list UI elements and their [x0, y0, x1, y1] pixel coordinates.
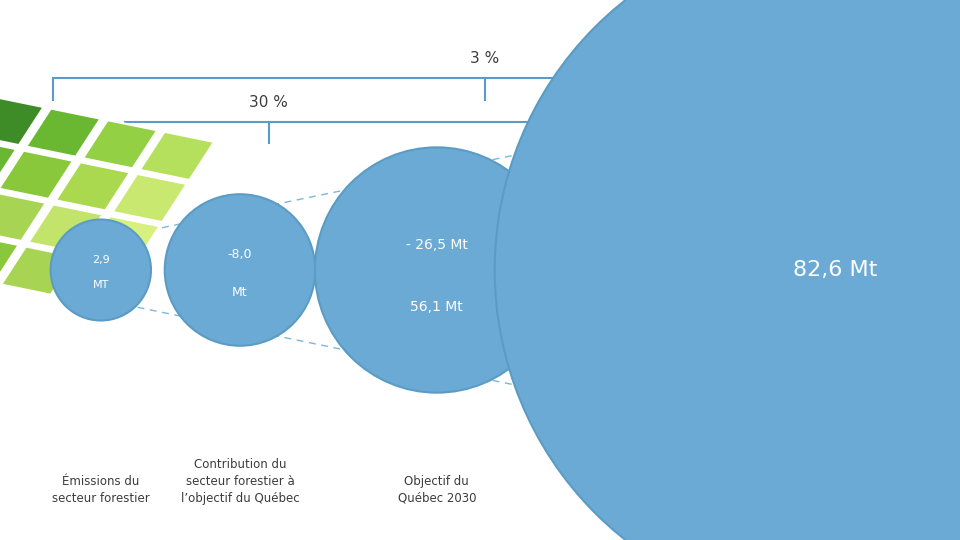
Bar — [112, 174, 187, 222]
Text: 30 %: 30 % — [250, 94, 288, 110]
Text: - 26,5 Mt: - 26,5 Mt — [406, 239, 468, 253]
Text: Objectif du
Québec 2030: Objectif du Québec 2030 — [397, 475, 476, 505]
Bar — [0, 193, 46, 241]
Bar — [0, 151, 73, 199]
Ellipse shape — [494, 0, 960, 540]
Bar — [1, 246, 76, 295]
Bar — [85, 216, 159, 264]
Bar — [140, 132, 214, 180]
Bar — [0, 235, 18, 283]
Ellipse shape — [165, 194, 315, 346]
Text: 56,1 Mt: 56,1 Mt — [411, 300, 463, 314]
Text: Contribution du
secteur forestier à
l’objectif du Québec: Contribution du secteur forestier à l’ob… — [180, 458, 300, 505]
Text: Émissions du
Québec 2013: Émissions du Québec 2013 — [796, 475, 875, 505]
Text: 3 %: 3 % — [470, 51, 499, 66]
Bar — [26, 109, 101, 157]
Text: -8,0: -8,0 — [228, 248, 252, 261]
Text: Mt: Mt — [232, 286, 248, 299]
Text: MT: MT — [92, 280, 109, 290]
Bar — [0, 97, 43, 145]
Ellipse shape — [51, 219, 151, 321]
Text: 2,9: 2,9 — [92, 255, 109, 265]
Text: Émissions du
secteur forestier: Émissions du secteur forestier — [52, 475, 150, 505]
Bar — [83, 120, 157, 168]
Text: 82,6 Mt: 82,6 Mt — [793, 260, 877, 280]
Bar — [0, 139, 16, 187]
Ellipse shape — [315, 147, 559, 393]
Bar — [58, 258, 132, 306]
Bar — [56, 162, 130, 211]
Bar — [29, 204, 103, 253]
